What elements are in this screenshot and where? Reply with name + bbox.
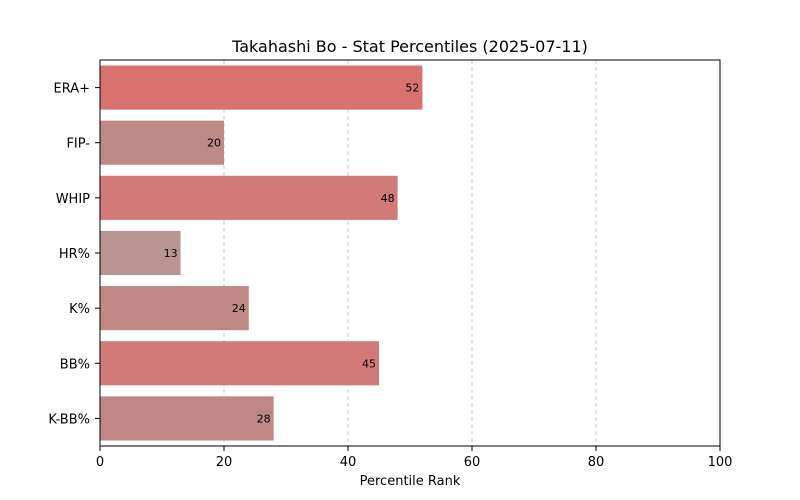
- x-axis-label: Percentile Rank: [360, 474, 461, 489]
- bar-value-label: 20: [207, 137, 221, 150]
- bar-value-label: 24: [232, 302, 246, 315]
- bar: [100, 175, 398, 220]
- bar: [100, 341, 379, 386]
- bar-value-label: 45: [362, 357, 376, 370]
- bar: [100, 286, 249, 331]
- x-tick-label: 40: [340, 455, 357, 470]
- y-tick-label: K-BB%: [48, 412, 90, 427]
- bar-value-label: 52: [405, 82, 419, 95]
- bars: 52 20 48 13 24 45 28: [100, 65, 423, 441]
- y-tick-label: BB%: [60, 357, 90, 372]
- bar: [100, 396, 274, 441]
- bar-value-label: 28: [257, 412, 271, 425]
- x-tick-label: 20: [216, 455, 233, 470]
- x-axis-ticks: 0 20 40 60 80 100: [96, 446, 733, 470]
- x-tick-label: 80: [588, 455, 605, 470]
- x-tick-label: 100: [708, 455, 733, 470]
- y-tick-label: ERA+: [53, 82, 90, 97]
- y-tick-label: K%: [69, 302, 90, 317]
- bar: [100, 65, 423, 110]
- x-tick-label: 60: [464, 455, 481, 470]
- x-tick-label: 0: [96, 455, 104, 470]
- plot-frame: [99, 59, 721, 447]
- bar: [100, 120, 224, 165]
- y-tick-label: HR%: [59, 247, 90, 262]
- bar-value-label: 48: [381, 192, 395, 205]
- y-tick-label: WHIP: [56, 192, 90, 207]
- bar-value-label: 13: [164, 247, 178, 260]
- grid-lines: [223, 60, 597, 446]
- chart-title: Takahashi Bo - Stat Percentiles (2025-07…: [231, 37, 588, 56]
- bar: [100, 230, 181, 276]
- y-axis-ticks: ERA+ FIP- WHIP HR% K% BB% K-BB%: [48, 82, 100, 427]
- y-tick-label: FIP-: [66, 137, 90, 152]
